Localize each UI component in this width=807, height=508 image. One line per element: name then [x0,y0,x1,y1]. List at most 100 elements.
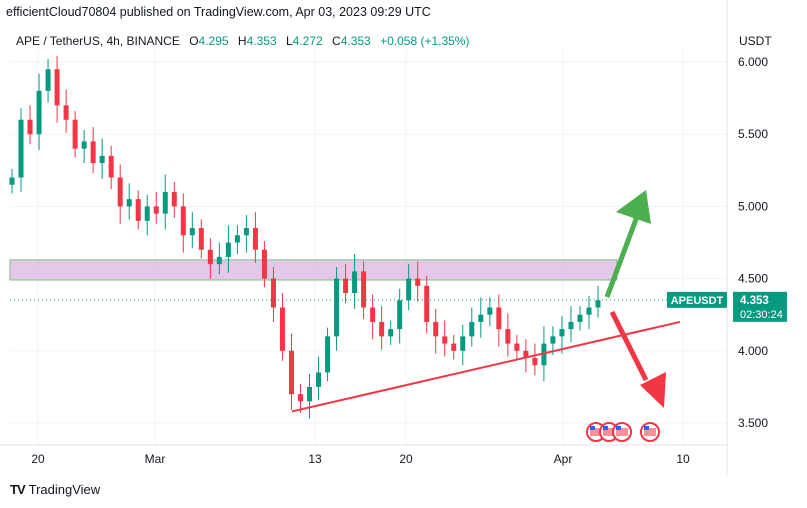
us-flag-stripes-icon [616,428,628,436]
candle-body [144,206,150,221]
support-trendline [291,320,681,413]
us-flag-stripes-icon [603,428,615,436]
candle-body [550,336,556,344]
us-flag-canton-icon [644,426,649,430]
candle-body [180,206,186,236]
symbol-badge [667,291,727,308]
candle-body [261,249,267,279]
y-tick-label: 4.500 [738,272,768,286]
symbol-legend: APE / TetherUS, 4h, BINANCE O4.295 H4.35… [16,34,469,48]
countdown-value: 02:30:24 [740,309,783,321]
candle-body [9,177,15,185]
symbol-badge-label: APEUSDT [671,295,724,307]
candle-body [153,206,159,214]
candle-body [325,336,331,373]
candle-body [559,329,565,337]
price-badge-value: 4.353 [740,295,769,307]
candle-body [442,336,448,344]
candle-body [577,314,583,322]
candle-body [108,155,114,178]
y-tick-label: 4.000 [738,344,768,358]
candle-body [424,285,430,322]
candle-body [135,199,141,221]
x-tick-label: 13 [308,452,322,466]
candle-body [126,199,132,207]
candle-body [225,242,231,257]
open-key: O [189,34,199,48]
candle-body [216,256,222,265]
candle-body [397,300,403,330]
candle-body [352,271,358,294]
x-tick-label: Apr [554,452,573,466]
candle-body [189,228,195,236]
high-key: H [237,34,247,48]
candle-body [343,278,349,294]
candle-body [532,358,538,366]
candle-body [243,228,249,236]
y-tick-label: 3.500 [738,416,768,430]
close-value: 4.353 [340,34,371,48]
candle-body [433,321,439,337]
symbol-name[interactable]: APE / TetherUS, 4h, BINANCE [16,34,180,48]
candle-body [586,307,592,315]
us-flag-stripes-icon [590,428,602,436]
close-key: C [332,34,341,48]
price-badge [733,291,787,322]
bearish-arrow-shaft [609,310,649,382]
candle-body [252,228,258,250]
candle-body [451,343,457,351]
x-tick-label: 20 [399,452,413,466]
candle-body [117,177,123,207]
x-tick-label: Mar [145,452,166,466]
candle-body [99,155,105,164]
resistance-zone [9,259,618,281]
x-tick-label: 20 [31,452,45,466]
high-value: 4.353 [246,34,277,48]
open-value: 4.295 [198,34,229,48]
candle-body [27,119,33,135]
candle-body [478,314,484,322]
bullish-arrow-shaft [604,213,641,298]
candle-body [63,105,69,120]
candle-body [162,191,168,214]
candle-body [54,69,60,106]
y-tick-label: 5.000 [738,199,768,213]
candle-body [316,372,322,387]
us-flag-canton-icon [616,426,621,430]
low-value: 4.272 [292,34,323,48]
candle-body [370,307,376,322]
candle-body [379,321,385,337]
candle-body [334,278,340,337]
tradingview-brand[interactable]: TV TradingView [10,482,100,497]
us-flag-canton-icon [603,426,608,430]
candle-body [541,343,547,366]
candle-body [460,336,466,351]
candle-body [496,307,502,330]
candle-body [406,278,412,301]
candle-body [72,119,78,149]
candle-body [361,271,367,308]
y-tick-label: 5.500 [738,127,768,141]
candle-body [207,249,213,265]
candle-body [388,329,394,337]
publish-header: efficientCloud70804 published on Trading… [6,5,431,19]
candle-body [45,69,51,91]
candle-body [90,141,96,164]
candle-body [505,329,511,344]
candle-body [297,394,303,402]
currency-unit: USDT [739,34,772,48]
candle-body [18,119,24,178]
us-flag-stripes-icon [644,428,656,436]
low-key: L [285,34,293,48]
candle-body [36,90,42,135]
candle-body [279,307,285,351]
candle-body [487,307,493,315]
candle-body [568,321,574,330]
candle-body [81,141,87,149]
candle-body [288,350,294,395]
tradingview-logo-icon: TV [10,482,26,497]
candle-body [469,321,475,337]
bullish-arrow-icon [616,190,651,224]
candle-body [514,343,520,351]
